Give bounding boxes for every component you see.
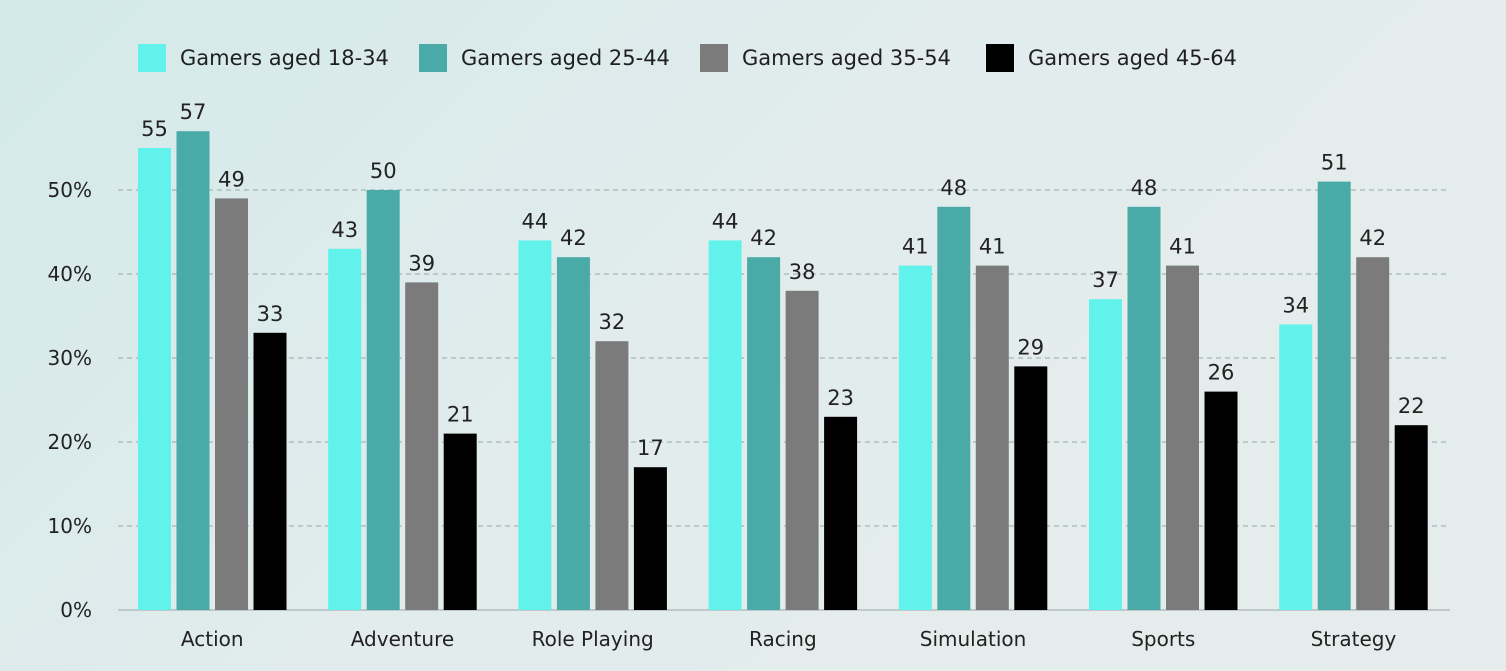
legend-label: Gamers aged 45-64 — [1028, 46, 1237, 70]
x-axis: Action Adventure Role Playing Racing Simulat… — [181, 627, 1397, 651]
x-tick-label: Sports — [1131, 627, 1195, 651]
bar — [1127, 206, 1161, 611]
x-tick-label: Adventure — [351, 627, 454, 651]
bar — [975, 265, 1009, 610]
bar — [405, 282, 439, 610]
data-label: 33 — [257, 302, 284, 326]
legend: Gamers aged 18-34 Gamers aged 25-44 Gamers… — [138, 44, 1237, 72]
data-label: 41 — [902, 235, 929, 259]
data-label: 26 — [1208, 361, 1235, 385]
bar — [366, 190, 400, 610]
data-label: 41 — [979, 235, 1006, 259]
y-tick-label: 0% — [60, 598, 92, 622]
bar — [215, 198, 248, 610]
x-tick-label: Simulation — [920, 627, 1027, 651]
y-tick-label: 20% — [48, 430, 92, 454]
data-label: 32 — [599, 310, 626, 334]
legend-label: Gamers aged 35-54 — [742, 46, 951, 70]
legend-item: Gamers aged 25-44 — [419, 44, 670, 72]
grid-lines — [118, 189, 1450, 611]
data-label: 17 — [637, 436, 664, 460]
legend-swatch — [419, 44, 447, 72]
data-label: 41 — [1169, 235, 1196, 259]
bar — [1394, 425, 1428, 610]
legend-label: Gamers aged 25-44 — [461, 46, 670, 70]
bar — [556, 257, 590, 610]
bar — [1279, 324, 1313, 610]
data-label: 34 — [1282, 293, 1309, 317]
bar — [747, 257, 781, 610]
y-axis: 0% 10% 20% 30% 40% 50% — [48, 178, 92, 622]
bar — [253, 332, 287, 610]
legend-swatch — [986, 44, 1014, 72]
data-label: 42 — [750, 226, 777, 250]
bar — [708, 240, 742, 610]
bar — [595, 341, 629, 610]
data-label: 57 — [180, 100, 207, 124]
y-tick-label: 40% — [48, 262, 92, 286]
x-tick-label: Action — [181, 627, 244, 651]
data-label: 37 — [1092, 268, 1119, 292]
x-tick-label: Role Playing — [532, 627, 654, 651]
bar — [1166, 265, 1199, 610]
legend-label: Gamers aged 18-34 — [180, 46, 389, 70]
bar — [937, 206, 971, 611]
data-label: 21 — [447, 403, 474, 427]
bar — [1014, 366, 1048, 610]
legend-item: Gamers aged 35-54 — [700, 44, 951, 72]
bar — [633, 467, 667, 610]
data-label: 23 — [827, 386, 854, 410]
bar — [138, 148, 171, 610]
y-tick-label: 50% — [48, 178, 92, 202]
data-label: 55 — [141, 117, 168, 141]
data-label: 48 — [940, 176, 967, 200]
legend-swatch — [138, 44, 166, 72]
data-label: 44 — [522, 209, 549, 233]
data-label: 43 — [331, 218, 358, 242]
bar — [443, 433, 477, 610]
data-label: 49 — [218, 167, 245, 191]
data-label: 50 — [370, 159, 397, 183]
bar — [1204, 391, 1238, 610]
bar — [1317, 181, 1351, 610]
bar — [898, 265, 932, 610]
data-label: 29 — [1017, 335, 1044, 359]
bar — [1356, 257, 1390, 610]
data-labels: 55 57 49 33 43 50 39 21 44 42 32 17 44 42 38 23 41 48 41 29… — [141, 100, 1424, 460]
bar — [824, 416, 858, 610]
legend-swatch — [700, 44, 728, 72]
x-tick-label: Strategy — [1311, 627, 1397, 651]
bar — [328, 248, 362, 611]
data-label: 39 — [408, 251, 435, 275]
x-tick-label: Racing — [749, 627, 817, 651]
y-tick-label: 10% — [48, 514, 92, 538]
bars — [138, 131, 1428, 611]
bar — [518, 240, 552, 610]
data-label: 38 — [789, 260, 816, 284]
y-tick-label: 30% — [48, 346, 92, 370]
legend-item: Gamers aged 45-64 — [986, 44, 1237, 72]
data-label: 51 — [1321, 151, 1348, 175]
bar — [176, 131, 210, 610]
bar — [785, 290, 819, 610]
legend-item: Gamers aged 18-34 — [138, 44, 389, 72]
data-label: 22 — [1398, 394, 1425, 418]
data-label: 42 — [1359, 226, 1386, 250]
data-label: 48 — [1131, 176, 1158, 200]
bar — [1089, 299, 1122, 610]
data-label: 42 — [560, 226, 587, 250]
data-label: 44 — [712, 209, 739, 233]
